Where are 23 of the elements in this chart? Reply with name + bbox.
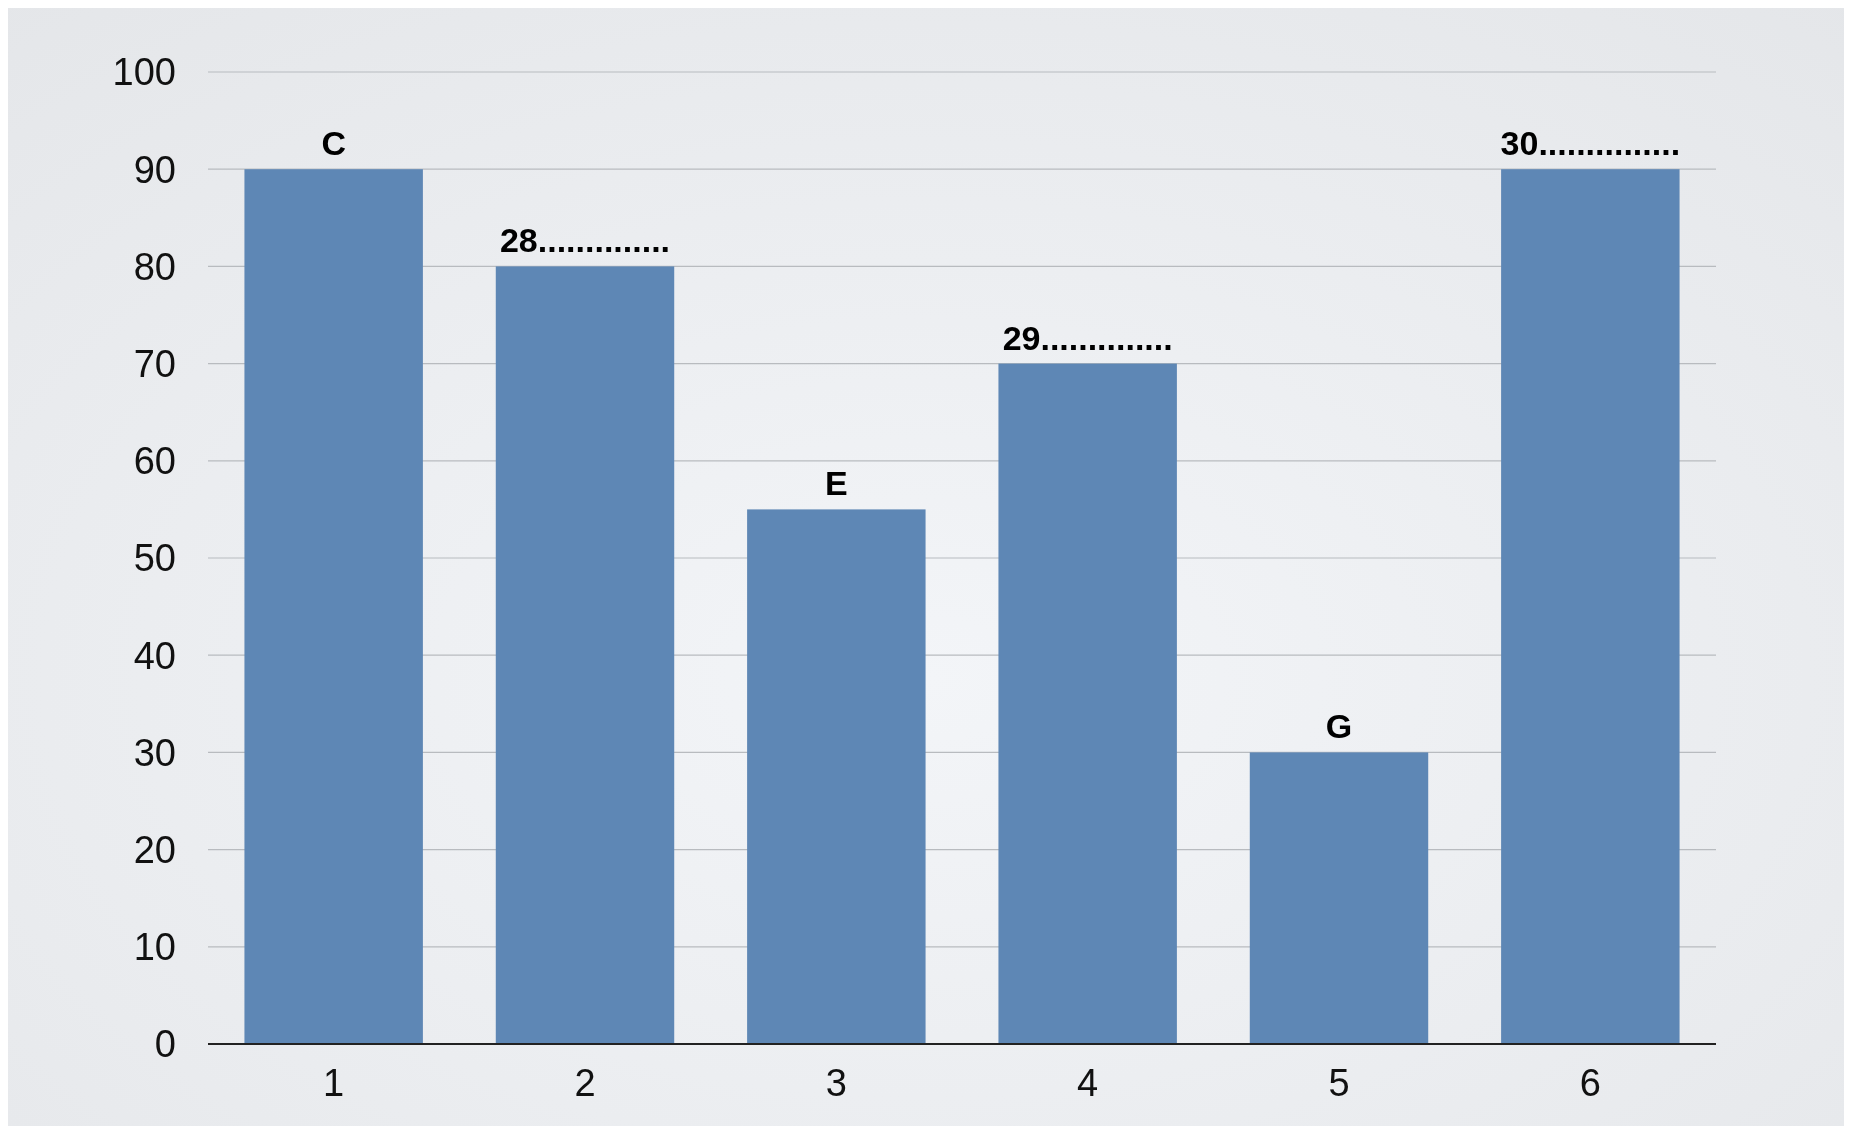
- x-tick-label: 2: [574, 1062, 596, 1104]
- y-tick-label: 90: [133, 148, 176, 191]
- data-label: C: [321, 124, 346, 163]
- x-tick-label: 5: [1328, 1062, 1350, 1104]
- data-label: 30...............: [1500, 124, 1681, 163]
- y-tick-label: 10: [133, 926, 176, 969]
- y-tick-label: 80: [133, 245, 176, 288]
- data-label: 29..............: [1002, 318, 1173, 357]
- y-tick-label: 40: [133, 634, 176, 677]
- y-tick-label: 100: [112, 51, 176, 94]
- y-tick-label: 0: [154, 1023, 176, 1066]
- x-tick-label: 6: [1579, 1062, 1601, 1104]
- x-tick-label: 3: [825, 1062, 847, 1104]
- y-tick-label: 20: [133, 828, 176, 871]
- y-tick-label: 50: [133, 537, 176, 580]
- x-tick-label: 4: [1077, 1062, 1099, 1104]
- y-tick-label: 70: [133, 342, 176, 385]
- data-label: 28..............: [499, 221, 671, 260]
- data-label: G: [1325, 707, 1353, 746]
- x-tick-label: 1: [323, 1062, 345, 1104]
- y-tick-label: 30: [133, 731, 176, 774]
- y-tick-label: 60: [133, 440, 176, 483]
- data-label: E: [824, 464, 848, 503]
